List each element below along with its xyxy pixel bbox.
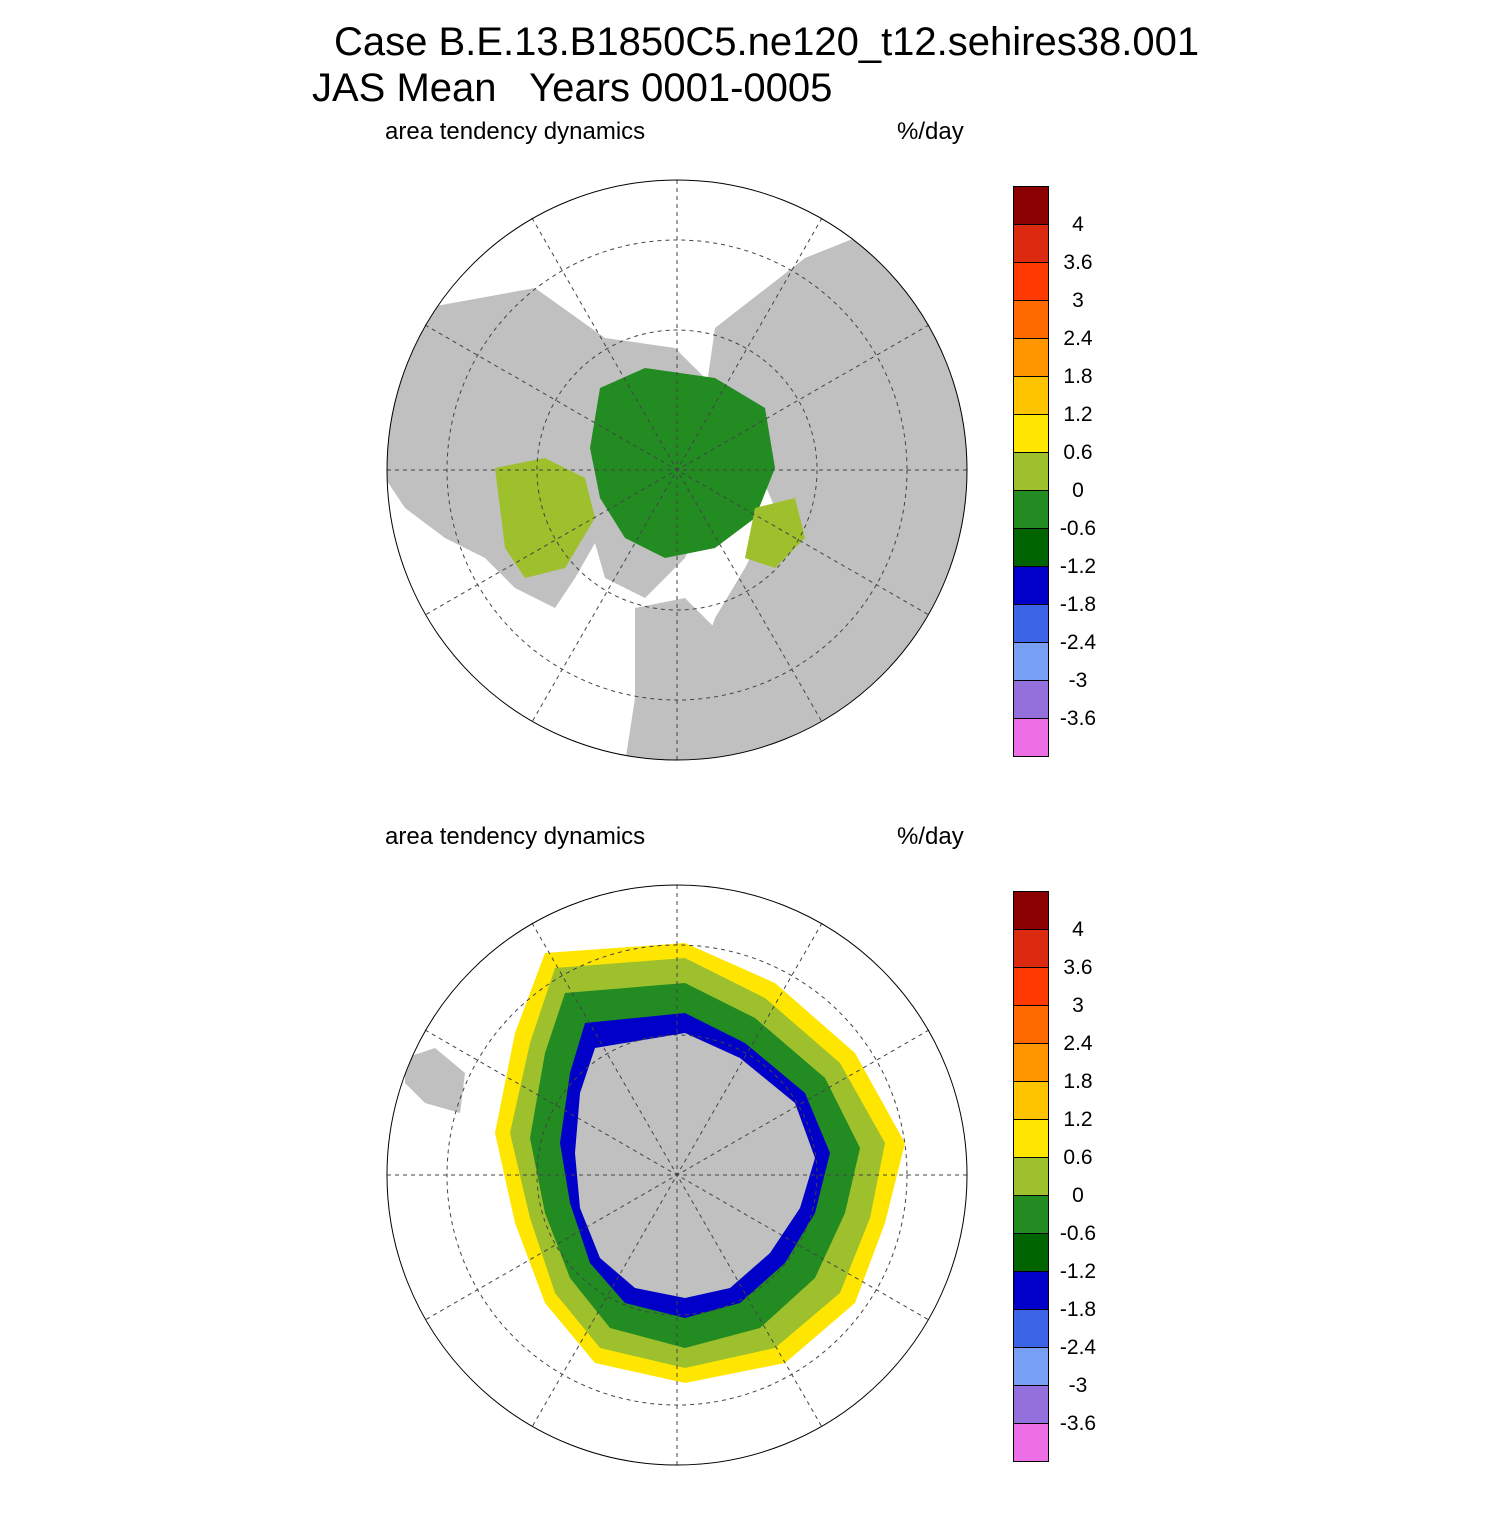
colorbar-segment [1013,1081,1049,1119]
colorbar-north [1013,186,1049,758]
colorbar-tick-label: -2.4 [1059,631,1097,654]
variable-label: area tendency dynamics [385,118,646,145]
colorbar-tick-label: -2.4 [1059,1336,1097,1359]
graticule [387,885,967,1465]
colorbar-tick-label: 3.6 [1063,956,1093,979]
units-label: %/day [897,823,964,850]
colorbar-segment [1013,1347,1049,1385]
colorbar-tick-label: -1.2 [1059,1260,1097,1283]
colorbar-tick-label: 0 [1072,479,1084,502]
colorbar-segment [1013,300,1049,338]
colorbar-tick-label: 3.6 [1063,251,1093,274]
colorbar-segment [1013,1233,1049,1271]
graticule [387,180,967,760]
colorbar-segment [1013,1271,1049,1309]
colorbar-segment [1013,1195,1049,1233]
panel-south: area tendency dynamics %/day 4 3 [0,815,1500,1515]
colorbar-segment [1013,566,1049,604]
colorbar-segment [1013,680,1049,718]
sea-ice-margin-east [745,498,805,568]
colorbar-tick-label: 1.8 [1063,1070,1093,1093]
colorbar-segment [1013,929,1049,967]
colorbar-tick-label: -1.8 [1059,593,1097,616]
units-label: %/day [897,118,964,145]
colorbar-tick-label: 1.2 [1063,1108,1093,1131]
colorbar-segment [1013,1119,1049,1157]
colorbar-segment [1013,967,1049,1005]
land-north-america [685,238,967,760]
colorbar-tick-label: -1.2 [1059,555,1097,578]
colorbar-tick-label: -3 [1068,669,1088,692]
colorbar-segment [1013,414,1049,452]
colorbar-tick-label: -0.6 [1059,1222,1097,1245]
colorbar-segment [1013,1157,1049,1195]
north-polar-map [386,179,968,761]
map-boundary [386,179,968,761]
colorbar-tick-label: 4 [1072,918,1084,941]
panel-north: area tendency dynamics %/day 4 3 [0,110,1500,810]
figure-title-line1: Case B.E.13.B1850C5.ne120_t12.sehires38.… [334,20,1200,64]
colorbar-segment [1013,376,1049,414]
colorbar-segment [1013,224,1049,262]
land-antarctica [575,1033,815,1298]
colorbar-tick-label: 0.6 [1063,441,1093,464]
colorbar-segment [1013,1005,1049,1043]
colorbar-south [1013,891,1049,1463]
colorbar-tick-label: -3.6 [1059,1412,1097,1435]
colorbar-segment [1013,490,1049,528]
colorbar-segment [1013,642,1049,680]
colorbar-segment [1013,1043,1049,1081]
colorbar-tick-label: 2.4 [1063,1032,1093,1055]
colorbar-segment [1013,1423,1049,1462]
colorbar-tick-label: 2.4 [1063,327,1093,350]
colorbar-tick-label: 4 [1072,213,1084,236]
colorbar-segment [1013,186,1049,224]
colorbar-segment [1013,338,1049,376]
colorbar-tick-label: -3 [1068,1374,1088,1397]
colorbar-segment [1013,528,1049,566]
colorbar-tick-label: -0.6 [1059,517,1097,540]
colorbar-tick-label: -1.8 [1059,1298,1097,1321]
colorbar-tick-label: 3 [1072,994,1084,1017]
colorbar-tick-label: 3 [1072,289,1084,312]
colorbar-tick-label: 1.2 [1063,403,1093,426]
colorbar-tick-label: 1.8 [1063,365,1093,388]
variable-label: area tendency dynamics [385,823,646,850]
colorbar-tick-label: 0.6 [1063,1146,1093,1169]
land-south-america [405,1048,465,1113]
land-europe [625,598,715,760]
colorbar-segment [1013,1309,1049,1347]
colorbar-segment [1013,1385,1049,1423]
south-polar-map [386,884,968,1466]
colorbar-tick-label: 0 [1072,1184,1084,1207]
colorbar-segment [1013,718,1049,757]
figure-title-line2: JAS Mean Years 0001-0005 [312,66,833,110]
sea-ice-margin [495,458,595,578]
colorbar-segment [1013,891,1049,929]
colorbar-segment [1013,262,1049,300]
colorbar-segment [1013,452,1049,490]
colorbar-segment [1013,604,1049,642]
colorbar-tick-label: -3.6 [1059,707,1097,730]
sea-ice-core [590,368,775,558]
map-boundary [386,884,968,1466]
